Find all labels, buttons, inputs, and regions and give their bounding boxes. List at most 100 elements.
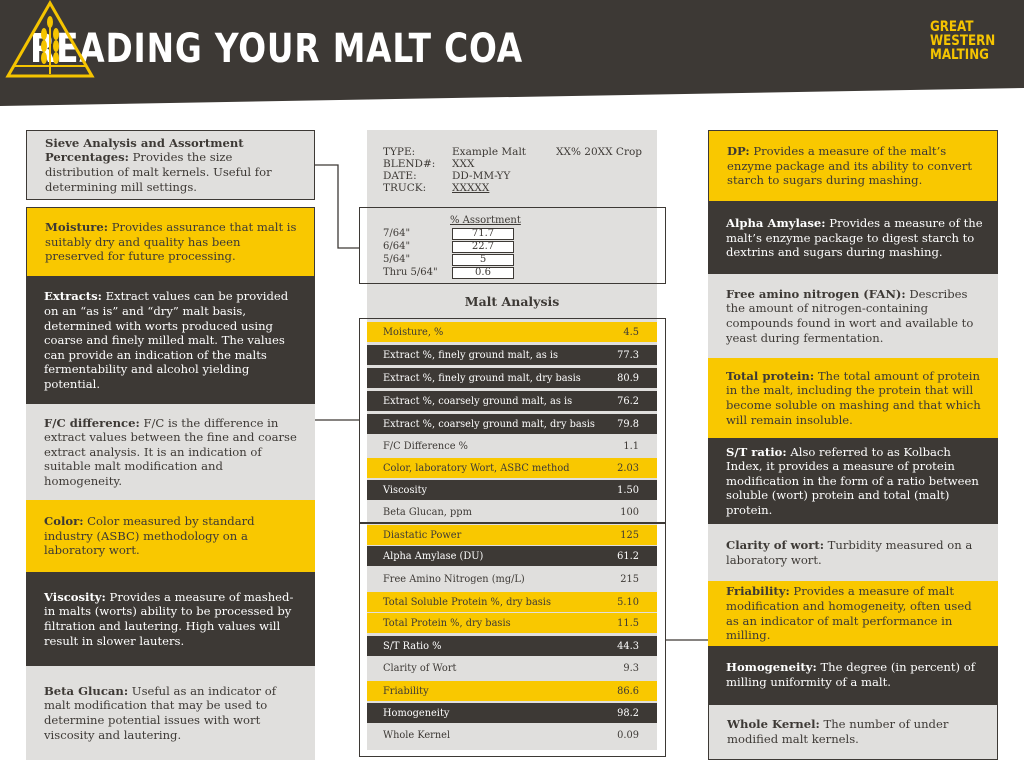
blend-value: XXX [452, 158, 475, 170]
box-text: The degree (in percent) of milling unifo… [726, 660, 976, 689]
assortment-frame [359, 207, 666, 284]
type-label: TYPE: [383, 146, 416, 158]
brand-name: GREAT WESTERN MALTING [930, 20, 995, 62]
fc-difference-box: F/C difference: F/C is the difference in… [26, 404, 315, 500]
row-value: 44.3 [617, 640, 639, 652]
assortment-label: Thru 5/64" [383, 267, 438, 278]
box-term: Beta Glucan: [44, 683, 129, 698]
row-value: 215 [620, 573, 639, 585]
row-label: Clarity of Wort [383, 662, 457, 674]
row-value: 79.8 [617, 418, 639, 430]
homogeneity-box: Homogeneity: The degree (in percent) of … [708, 646, 998, 704]
row-label: Moisture, % [383, 326, 444, 338]
assortment-value: 5 [452, 254, 514, 266]
assortment-label: 5/64" [383, 254, 411, 265]
st-ratio-box: S/T ratio: Also referred to as Kolbach I… [708, 438, 998, 524]
sieve-analysis-box: Sieve Analysis and Assortment Percentage… [26, 130, 315, 200]
dp-box: DP: Provides a measure of the malt’s enz… [708, 130, 998, 202]
row-label: F/C Difference % [383, 440, 468, 452]
box-text: Describes the amount of nitrogen-contain… [726, 286, 974, 345]
analysis-row-viscosity: Viscosity 1.50 [367, 480, 657, 500]
header-banner [0, 0, 1024, 106]
row-value: 1.1 [623, 440, 639, 452]
box-term: Sieve Analysis and Assortment Percentage… [45, 135, 244, 165]
moisture-box: Moisture: Provides assurance that malt i… [26, 207, 315, 277]
friability-box: Friability: Provides a measure of malt m… [708, 581, 998, 646]
row-label: Alpha Amylase (DU) [383, 550, 484, 562]
box-text: F/C is the difference in extract values … [44, 415, 297, 488]
analysis-row-alpha-amylase: Alpha Amylase (DU) 61.2 [367, 546, 657, 566]
analysis-row-extract-fine-dry: Extract %, finely ground malt, dry basis… [367, 368, 657, 388]
analysis-row-whole-kernel: Whole Kernel 0.09 [367, 725, 657, 745]
row-value: 125 [620, 529, 639, 541]
box-term: Free amino nitrogen (FAN): [726, 286, 906, 301]
row-value: 0.09 [617, 729, 639, 741]
box-term: Viscosity: [44, 589, 106, 604]
row-value: 2.03 [617, 462, 639, 474]
assortment-title: % Assortment [450, 215, 521, 226]
box-term: Friability: [726, 584, 790, 599]
box-term: Color: [44, 514, 84, 529]
date-value: DD-MM-YY [452, 170, 511, 182]
box-text: Extract values can be provided on an “as… [44, 289, 289, 391]
row-label: Diastatic Power [383, 529, 462, 541]
assortment-value: 71.7 [452, 228, 514, 240]
clarity-box: Clarity of wort: Turbidity measured on a… [708, 524, 998, 581]
row-label: Viscosity [383, 484, 428, 496]
analysis-row-clarity: Clarity of Wort 9.3 [367, 658, 657, 678]
brand-line-1: GREAT [930, 19, 974, 35]
beta-glucan-box: Beta Glucan: Useful as an indicator of m… [26, 666, 315, 760]
row-value: 11.5 [617, 617, 639, 629]
analysis-row-moisture: Moisture, % 4.5 [367, 322, 657, 342]
malt-analysis-frame-1 [359, 318, 666, 523]
type-value: Example Malt [452, 146, 527, 158]
truck-value: XXXXX [452, 182, 490, 194]
row-value: 4.5 [623, 326, 639, 338]
row-value: 9.3 [623, 662, 639, 674]
row-value: 5.10 [617, 596, 639, 608]
analysis-row-color: Color, laboratory Wort, ASBC method 2.03 [367, 458, 657, 478]
box-text: Also referred to as Kolbach Index, it pr… [726, 444, 979, 517]
extracts-box: Extracts: Extract values can be provided… [26, 277, 315, 404]
box-text: Provides a measure of the malt’s enzyme … [726, 216, 983, 260]
fan-box: Free amino nitrogen (FAN): Describes the… [708, 274, 998, 358]
analysis-row-st-ratio: S/T Ratio % 44.3 [367, 636, 657, 656]
analysis-row-extract-coarse-as-is: Extract %, coarsely ground malt, as is 76… [367, 391, 657, 411]
analysis-row-soluble-protein: Total Soluble Protein %, dry basis 5.10 [367, 592, 657, 612]
row-label: S/T Ratio % [383, 640, 442, 652]
blend-label: BLEND#: [383, 158, 436, 170]
box-term: Total protein: [726, 368, 815, 383]
row-label: Extract %, finely ground malt, as is [383, 349, 559, 361]
box-text: The number of under modified malt kernel… [727, 717, 949, 746]
box-text: The total amount of protein in the malt,… [726, 368, 981, 427]
wheat-triangle-logo-icon [5, 0, 95, 78]
analysis-row-total-protein: Total Protein %, dry basis 11.5 [367, 613, 657, 633]
row-value: 86.6 [617, 685, 639, 697]
malt-analysis-title: Malt Analysis [464, 294, 560, 309]
row-label: Friability [383, 685, 429, 697]
analysis-row-extract-fine-as-is: Extract %, finely ground malt, as is 77.3 [367, 345, 657, 365]
date-label: DATE: [383, 170, 417, 182]
analysis-row-homogeneity: Homogeneity 98.2 [367, 703, 657, 723]
assortment-label: 7/64" [383, 228, 411, 239]
analysis-row-fc-difference: F/C Difference % 1.1 [367, 436, 657, 456]
truck-label: TRUCK: [383, 182, 427, 194]
analysis-row-diastatic-power: Diastatic Power 125 [367, 525, 657, 545]
row-value: 98.2 [617, 707, 639, 719]
box-term: Whole Kernel: [727, 717, 820, 732]
crop-value: XX% 20XX Crop [556, 146, 643, 158]
box-text: Provides a measure of mashed-in malts (w… [44, 589, 294, 648]
row-label: Beta Glucan, ppm [383, 506, 472, 518]
row-label: Free Amino Nitrogen (mg/L) [383, 573, 525, 585]
box-term: Clarity of wort: [726, 537, 824, 552]
box-term: Homogeneity: [726, 660, 817, 675]
page-title: READING YOUR MALT COA [30, 26, 524, 72]
row-label: Extract %, finely ground malt, dry basis [383, 372, 581, 384]
row-value: 76.2 [617, 395, 639, 407]
box-text: Provides assurance that malt is suitably… [45, 220, 297, 264]
row-label: Whole Kernel [383, 729, 451, 741]
row-value: 61.2 [617, 550, 639, 562]
box-text: Color measured by standard industry (ASB… [44, 514, 255, 558]
box-term: Alpha Amylase: [726, 216, 826, 231]
row-value: 1.50 [617, 484, 639, 496]
